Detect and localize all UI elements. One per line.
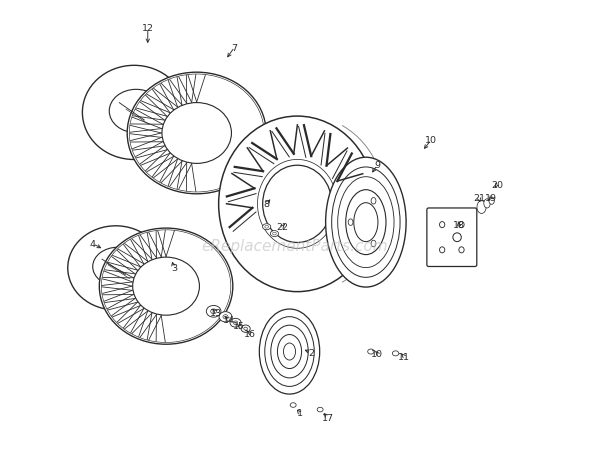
Ellipse shape xyxy=(219,312,232,322)
Ellipse shape xyxy=(440,222,445,228)
Ellipse shape xyxy=(332,168,400,278)
Ellipse shape xyxy=(440,247,445,253)
Ellipse shape xyxy=(211,309,217,314)
Ellipse shape xyxy=(337,177,394,268)
Ellipse shape xyxy=(484,199,490,208)
Text: 17: 17 xyxy=(322,413,334,422)
Text: 10: 10 xyxy=(425,136,437,145)
Ellipse shape xyxy=(270,231,278,237)
Ellipse shape xyxy=(133,257,199,315)
Text: 21: 21 xyxy=(473,194,485,203)
Text: 3: 3 xyxy=(171,264,177,273)
Text: 4: 4 xyxy=(90,240,96,249)
Text: 15: 15 xyxy=(233,322,245,331)
Ellipse shape xyxy=(271,325,308,378)
Ellipse shape xyxy=(263,166,332,243)
Ellipse shape xyxy=(109,90,163,134)
Text: 18: 18 xyxy=(453,220,465,230)
Ellipse shape xyxy=(230,319,241,327)
Ellipse shape xyxy=(317,408,323,412)
Text: 12: 12 xyxy=(142,24,154,33)
Text: 9: 9 xyxy=(374,161,381,170)
Ellipse shape xyxy=(459,247,464,253)
Ellipse shape xyxy=(392,351,399,356)
Ellipse shape xyxy=(283,343,296,360)
Ellipse shape xyxy=(273,233,276,235)
Text: 22: 22 xyxy=(276,223,288,232)
Ellipse shape xyxy=(241,325,250,333)
Text: 11: 11 xyxy=(398,352,410,361)
Ellipse shape xyxy=(223,315,228,319)
Ellipse shape xyxy=(459,222,464,228)
Text: 19: 19 xyxy=(485,194,497,203)
Ellipse shape xyxy=(206,306,221,318)
Text: 13: 13 xyxy=(210,308,222,317)
Ellipse shape xyxy=(354,203,378,242)
Text: eReplacementParts.com: eReplacementParts.com xyxy=(202,238,388,253)
Ellipse shape xyxy=(99,229,233,344)
Ellipse shape xyxy=(346,190,386,255)
Text: 10: 10 xyxy=(371,349,384,358)
Ellipse shape xyxy=(265,226,268,229)
Text: 8: 8 xyxy=(264,200,270,209)
Ellipse shape xyxy=(326,158,406,287)
Ellipse shape xyxy=(263,224,271,230)
Ellipse shape xyxy=(234,321,238,325)
Ellipse shape xyxy=(93,248,143,286)
Ellipse shape xyxy=(83,66,186,160)
Text: 20: 20 xyxy=(491,180,503,189)
Text: 2: 2 xyxy=(308,348,314,357)
Ellipse shape xyxy=(277,335,301,369)
Ellipse shape xyxy=(265,317,314,386)
Text: 7: 7 xyxy=(232,44,238,52)
Ellipse shape xyxy=(290,403,296,408)
Ellipse shape xyxy=(371,241,376,247)
Ellipse shape xyxy=(368,349,374,354)
Ellipse shape xyxy=(453,233,461,242)
Ellipse shape xyxy=(127,73,266,194)
Text: 1: 1 xyxy=(297,409,303,417)
Ellipse shape xyxy=(260,309,320,394)
FancyBboxPatch shape xyxy=(427,208,477,267)
Ellipse shape xyxy=(219,117,376,292)
Text: 16: 16 xyxy=(244,329,256,338)
Ellipse shape xyxy=(348,219,353,226)
Ellipse shape xyxy=(477,201,486,214)
Ellipse shape xyxy=(244,327,247,330)
Ellipse shape xyxy=(371,198,376,205)
Text: 14: 14 xyxy=(222,315,235,325)
Ellipse shape xyxy=(489,197,494,205)
Ellipse shape xyxy=(162,103,231,164)
Ellipse shape xyxy=(68,226,164,310)
